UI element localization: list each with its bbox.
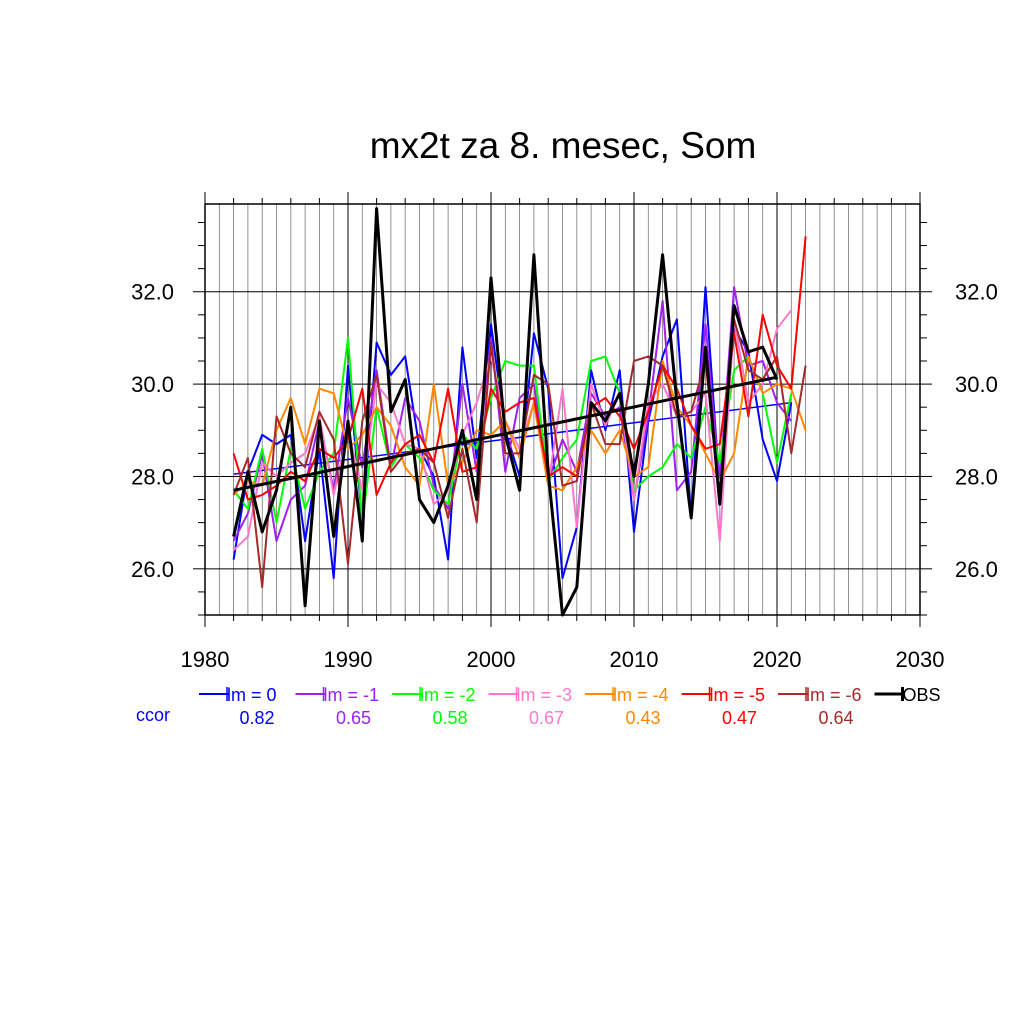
legend-entry: lm = -5: [710, 685, 766, 705]
ccor-value: 0.82: [239, 708, 274, 728]
y-tick-label-left: 30.0: [131, 372, 174, 397]
y-tick-label-left: 26.0: [131, 557, 174, 582]
y-tick-label-right: 30.0: [955, 372, 998, 397]
ccor-label: ccor: [136, 705, 170, 725]
ccor-value: 0.64: [818, 708, 853, 728]
x-tick-label: 1980: [181, 647, 230, 672]
y-tick-label-left: 32.0: [131, 280, 174, 305]
plot-border: [204, 203, 921, 616]
legend-entry: lm = -2: [420, 685, 476, 705]
x-tick-label: 1990: [324, 647, 373, 672]
trend-line: [233, 375, 778, 492]
y-tick-label-right: 32.0: [955, 280, 998, 305]
tick-labels: 1980 1990 2000 2010 2020 2030 26.0 26.0 28.0 28.0…: [131, 280, 998, 672]
series-line: [232, 355, 807, 496]
x-tick-label: 2030: [896, 647, 945, 672]
series-line: [232, 309, 793, 552]
ccor-value: 0.43: [625, 708, 660, 728]
y-tick-label-left: 28.0: [131, 464, 174, 489]
x-tick-label: 2010: [610, 647, 659, 672]
ccor-value: 0.65: [336, 708, 371, 728]
y-tick-label-right: 28.0: [955, 464, 998, 489]
legend: ccor lm = 0 0.82 lm = -1 0.65 lm = -2 0.58 lm =…: [136, 685, 941, 728]
legend-entry: lm = 0: [227, 685, 277, 705]
ccor-value: 0.47: [722, 708, 757, 728]
ccor-value: 0.67: [529, 708, 564, 728]
chart-title: mx2t za 8. mesec, Som: [370, 125, 757, 166]
x-tick-label: 2020: [753, 647, 802, 672]
series-line: [232, 236, 807, 501]
legend-entry: OBS: [903, 685, 941, 705]
plot-frame: [193, 192, 932, 627]
legend-entry: lm = -1: [324, 685, 380, 705]
legend-entry: lm = -6: [806, 685, 862, 705]
legend-entry: lm = -4: [613, 685, 669, 705]
y-tick-label-right: 26.0: [955, 557, 998, 582]
grid: [204, 204, 921, 615]
series-layer: [232, 207, 807, 617]
ccor-value: 0.58: [432, 708, 467, 728]
x-tick-label: 2000: [467, 647, 516, 672]
legend-entry: lm = -3: [517, 685, 573, 705]
